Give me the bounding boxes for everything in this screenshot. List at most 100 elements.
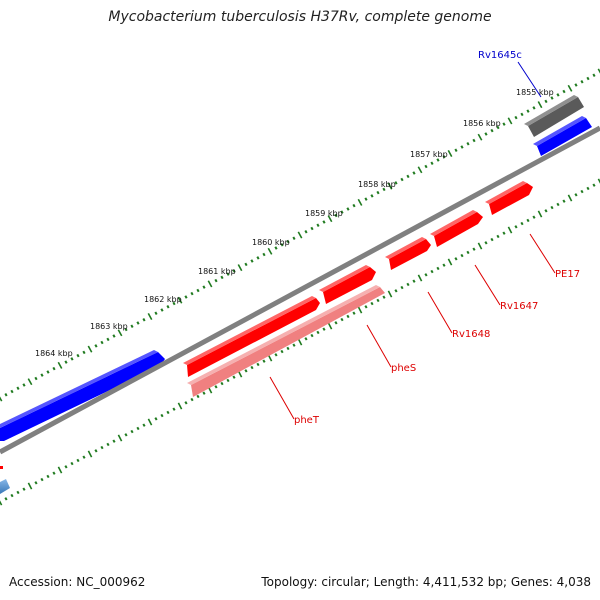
outer-ruler-tick <box>502 122 506 126</box>
inner-ruler-tick <box>274 353 278 357</box>
outer-ruler-tick <box>267 247 273 255</box>
inner-ruler-tick <box>466 250 470 255</box>
gene-label-rv1648[interactable]: Rv1648 <box>452 329 490 340</box>
inner-ruler-tick <box>87 450 93 458</box>
outer-ruler-tick <box>424 164 428 169</box>
inner-ruler-tick <box>106 442 110 447</box>
inner-ruler-tick <box>520 221 524 226</box>
inner-ruler-tick <box>580 189 584 194</box>
outer-ruler-tick <box>436 158 440 162</box>
inner-ruler-tick <box>454 257 458 261</box>
inner-ruler-tick <box>447 258 453 266</box>
inner-ruler-tick <box>412 279 416 283</box>
gene-label-rv1647[interactable]: Rv1647 <box>500 301 538 312</box>
outer-ruler-tick <box>27 378 33 386</box>
outer-ruler-tick <box>507 117 513 125</box>
outer-ruler-tick <box>16 386 20 390</box>
outer-ruler-tick <box>10 389 14 394</box>
outer-ruler-tick <box>532 106 536 110</box>
tick-label-1856: 1856 kbp <box>463 119 501 128</box>
gene-label-pe17[interactable]: PE17 <box>555 269 580 280</box>
outer-ruler-tick <box>537 101 543 109</box>
gene-arrow-reverse-left[interactable] <box>0 352 165 441</box>
gene-arrow-rv1648[interactable] <box>389 239 431 270</box>
inner-ruler-tick <box>292 343 296 347</box>
gene-arrow-partial-left[interactable] <box>0 479 10 494</box>
outer-ruler-tick <box>472 138 476 143</box>
inner-ruler-tick <box>382 295 386 299</box>
forward-strand-track <box>0 181 533 494</box>
map-title: Mycobacterium tuberculosis H37Rv, comple… <box>108 9 492 25</box>
outer-ruler-tick <box>442 155 446 159</box>
inner-ruler-tick <box>166 410 170 415</box>
inner-ruler-tick <box>16 490 20 495</box>
outer-ruler-tick <box>262 252 266 257</box>
inner-ruler-tick <box>460 253 464 258</box>
outer-ruler-tick <box>82 350 86 355</box>
inner-ruler-tick <box>76 458 80 463</box>
outer-ruler-tick <box>64 360 68 364</box>
outer-ruler-tick <box>580 80 584 84</box>
tick-label-1858: 1858 kbp <box>358 180 396 189</box>
inner-ruler-tick <box>556 202 560 207</box>
outer-ruler-tick <box>520 112 524 117</box>
inner-ruler-tick <box>316 330 320 335</box>
gene-arrow-pe17[interactable] <box>489 183 533 215</box>
inner-ruler-tick <box>64 465 68 469</box>
outer-ruler-tick <box>34 376 38 381</box>
outer-ruler-tick <box>124 327 128 332</box>
outer-ruler-tick <box>460 145 464 149</box>
inner-ruler-tick <box>94 449 98 453</box>
gene-arrow-phet[interactable] <box>187 298 320 377</box>
gene-arrow-phes[interactable] <box>323 267 376 304</box>
gene-callouts <box>269 61 556 420</box>
inner-ruler-tick <box>34 481 38 485</box>
outer-ruler-tick <box>387 182 393 190</box>
inner-ruler-tick <box>406 282 410 287</box>
outer-ruler-tick <box>352 203 356 208</box>
gene-arrow-rv1645c-top <box>533 116 586 146</box>
outer-ruler-tick <box>76 353 80 358</box>
inner-ruler-tick <box>537 210 543 218</box>
inner-ruler-tick <box>0 500 3 506</box>
gene-arrow-rv1647[interactable] <box>434 212 483 247</box>
inner-ruler-tick <box>232 375 236 379</box>
gene-arrow-rv1645c-gray[interactable] <box>528 97 584 137</box>
inner-ruler-tick <box>267 354 273 362</box>
outer-ruler-tick <box>346 207 350 211</box>
outer-ruler-tick <box>556 93 560 97</box>
gene-label-rv1645c[interactable]: Rv1645c <box>478 50 522 61</box>
outer-ruler-tick <box>567 84 573 92</box>
gene-arrow-phes-top <box>319 265 370 292</box>
inner-ruler-tick <box>387 290 393 298</box>
outer-ruler-tick <box>130 324 134 328</box>
inner-ruler-tick <box>280 349 284 354</box>
outer-ruler-tick <box>4 393 8 397</box>
accession-text: Accession: NC_000962 <box>9 575 146 589</box>
inner-ruler-tick <box>226 378 230 383</box>
outer-ruler-tick <box>592 73 596 77</box>
gene-arrow-rv1645c[interactable] <box>537 118 592 156</box>
inner-ruler-tick <box>256 362 260 367</box>
outer-ruler-tick <box>340 210 344 214</box>
outer-ruler-tick <box>597 68 600 74</box>
inner-ruler-tick <box>376 298 380 303</box>
outer-ruler-tick <box>316 223 320 227</box>
tick-label-1860: 1860 kbp <box>252 238 290 247</box>
inner-ruler-tick <box>352 311 356 315</box>
gene-label-phes[interactable]: pheS <box>391 363 416 374</box>
gene-arrow-rv1645c-gray-top <box>524 95 578 126</box>
outer-ruler-tick <box>196 288 200 293</box>
inner-ruler-tick <box>502 231 506 235</box>
outer-ruler-tick <box>334 213 338 218</box>
outer-ruler-tick <box>52 366 56 371</box>
gene-label-phet[interactable]: pheT <box>294 415 320 426</box>
outer-ruler-tick <box>220 275 224 280</box>
outer-ruler-tick <box>297 231 303 239</box>
inner-ruler-tick <box>472 247 476 251</box>
inner-ruler-tick <box>124 433 128 437</box>
outer-ruler-tick <box>106 337 110 342</box>
gene-arrow-phet-highlight[interactable] <box>191 287 385 397</box>
outer-ruler-tick <box>166 305 170 309</box>
